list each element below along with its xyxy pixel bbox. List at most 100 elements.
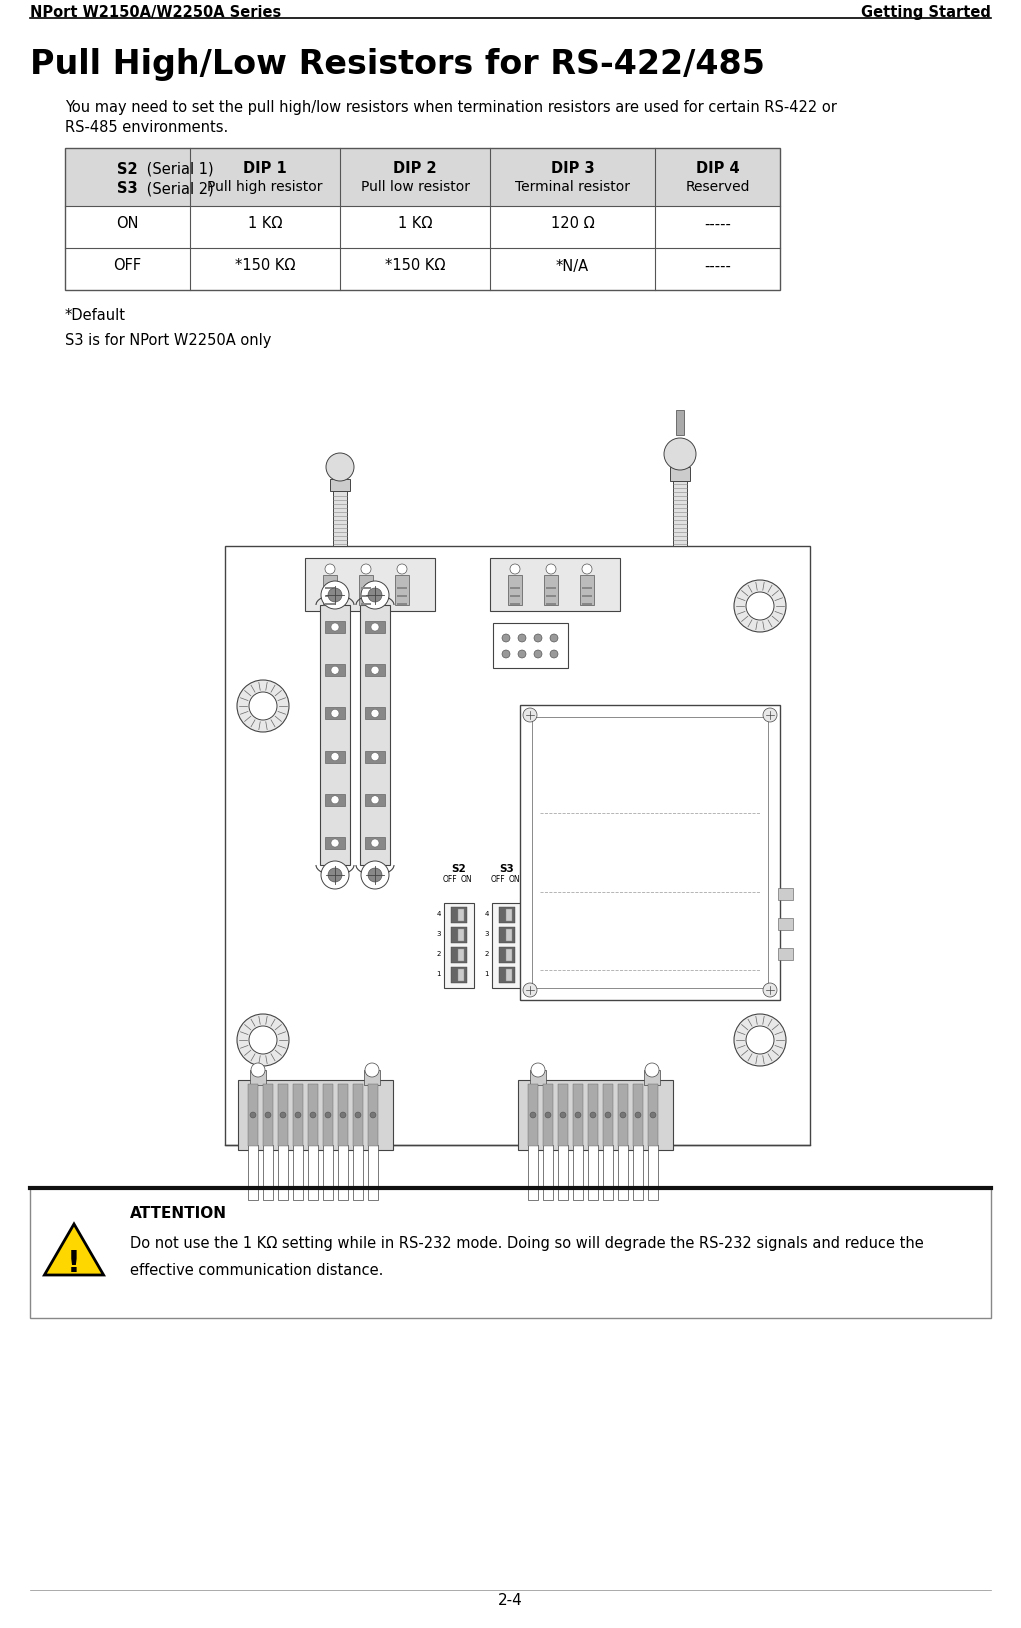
Circle shape — [331, 796, 339, 804]
Bar — [778, 887, 793, 900]
Bar — [323, 1144, 333, 1200]
Circle shape — [361, 581, 389, 609]
Text: You may need to set the pull high/low resistors when termination resistors are u: You may need to set the pull high/low re… — [65, 99, 837, 116]
Text: ATTENTION: ATTENTION — [130, 1206, 227, 1221]
Bar — [364, 751, 385, 762]
Circle shape — [325, 1112, 331, 1118]
Bar — [546, 602, 556, 606]
Bar — [573, 1084, 583, 1146]
Bar — [361, 602, 371, 606]
Circle shape — [249, 1026, 277, 1053]
Bar — [582, 602, 592, 606]
Bar — [532, 716, 768, 988]
Bar — [263, 1084, 273, 1146]
Text: 1 KΩ: 1 KΩ — [398, 217, 432, 231]
Bar — [361, 594, 371, 597]
Text: (Serial 1): (Serial 1) — [142, 163, 213, 177]
Circle shape — [635, 1112, 641, 1118]
Circle shape — [265, 1112, 271, 1118]
Bar — [397, 602, 407, 606]
Circle shape — [502, 633, 510, 641]
Circle shape — [746, 1026, 774, 1053]
Circle shape — [361, 861, 389, 889]
Text: *Default: *Default — [65, 308, 126, 322]
Bar — [499, 907, 515, 923]
Text: 4: 4 — [437, 912, 441, 918]
Bar — [458, 928, 464, 941]
Bar — [778, 918, 793, 930]
Circle shape — [331, 624, 339, 632]
Bar — [308, 1144, 318, 1200]
Circle shape — [368, 588, 382, 602]
Bar — [458, 969, 464, 980]
Bar — [330, 479, 350, 492]
Circle shape — [328, 868, 342, 882]
Circle shape — [371, 710, 379, 718]
Bar — [633, 1144, 643, 1200]
Circle shape — [237, 1014, 289, 1066]
Bar — [451, 926, 467, 943]
Bar — [250, 1070, 266, 1084]
Bar — [644, 1070, 660, 1084]
Text: 120 Ω: 120 Ω — [550, 217, 594, 231]
Bar — [528, 1084, 538, 1146]
Text: 3: 3 — [485, 931, 489, 938]
Bar — [580, 575, 594, 606]
Bar — [493, 624, 568, 667]
Circle shape — [371, 624, 379, 632]
Bar — [364, 620, 385, 633]
Circle shape — [371, 838, 379, 847]
Text: (Serial 2): (Serial 2) — [142, 181, 213, 195]
Bar — [582, 588, 592, 589]
Circle shape — [237, 681, 289, 733]
Bar — [361, 588, 371, 589]
Bar — [278, 1084, 288, 1146]
Bar — [293, 1084, 303, 1146]
Text: *150 KΩ: *150 KΩ — [235, 259, 295, 274]
Circle shape — [326, 453, 354, 480]
Bar — [364, 664, 385, 676]
Bar — [490, 558, 620, 610]
Bar — [633, 1084, 643, 1146]
Bar — [528, 1144, 538, 1200]
Circle shape — [560, 1112, 566, 1118]
Bar — [325, 594, 335, 597]
Bar — [543, 1084, 553, 1146]
Bar — [325, 751, 345, 762]
Bar — [65, 148, 780, 207]
Bar — [360, 606, 390, 864]
Circle shape — [371, 666, 379, 674]
Bar — [603, 1144, 613, 1200]
Bar — [546, 594, 556, 597]
Circle shape — [370, 1112, 376, 1118]
Circle shape — [280, 1112, 286, 1118]
Circle shape — [650, 1112, 657, 1118]
Text: Pull low resistor: Pull low resistor — [360, 181, 470, 194]
Bar — [338, 1084, 348, 1146]
Text: Pull High/Low Resistors for RS-422/485: Pull High/Low Resistors for RS-422/485 — [30, 47, 765, 81]
Text: Do not use the 1 KΩ setting while in RS-232 mode. Doing so will degrade the RS-2: Do not use the 1 KΩ setting while in RS-… — [130, 1236, 924, 1250]
Bar — [648, 1084, 658, 1146]
Bar — [325, 837, 345, 848]
Circle shape — [523, 708, 537, 721]
Text: 1: 1 — [437, 972, 441, 977]
Circle shape — [321, 581, 349, 609]
Bar — [670, 467, 690, 480]
Circle shape — [645, 1063, 659, 1078]
Text: ON: ON — [509, 876, 521, 884]
Text: 2: 2 — [437, 951, 441, 957]
Text: S3: S3 — [117, 181, 138, 195]
Bar — [573, 1144, 583, 1200]
Bar — [588, 1144, 598, 1200]
Circle shape — [523, 983, 537, 996]
Bar — [395, 575, 409, 606]
Text: 2-4: 2-4 — [497, 1594, 523, 1608]
Circle shape — [397, 563, 407, 575]
Bar — [510, 602, 520, 606]
Circle shape — [251, 1063, 265, 1078]
Circle shape — [518, 650, 526, 658]
Text: ON: ON — [461, 876, 473, 884]
Circle shape — [331, 838, 339, 847]
Circle shape — [371, 752, 379, 760]
Bar — [364, 1070, 380, 1084]
